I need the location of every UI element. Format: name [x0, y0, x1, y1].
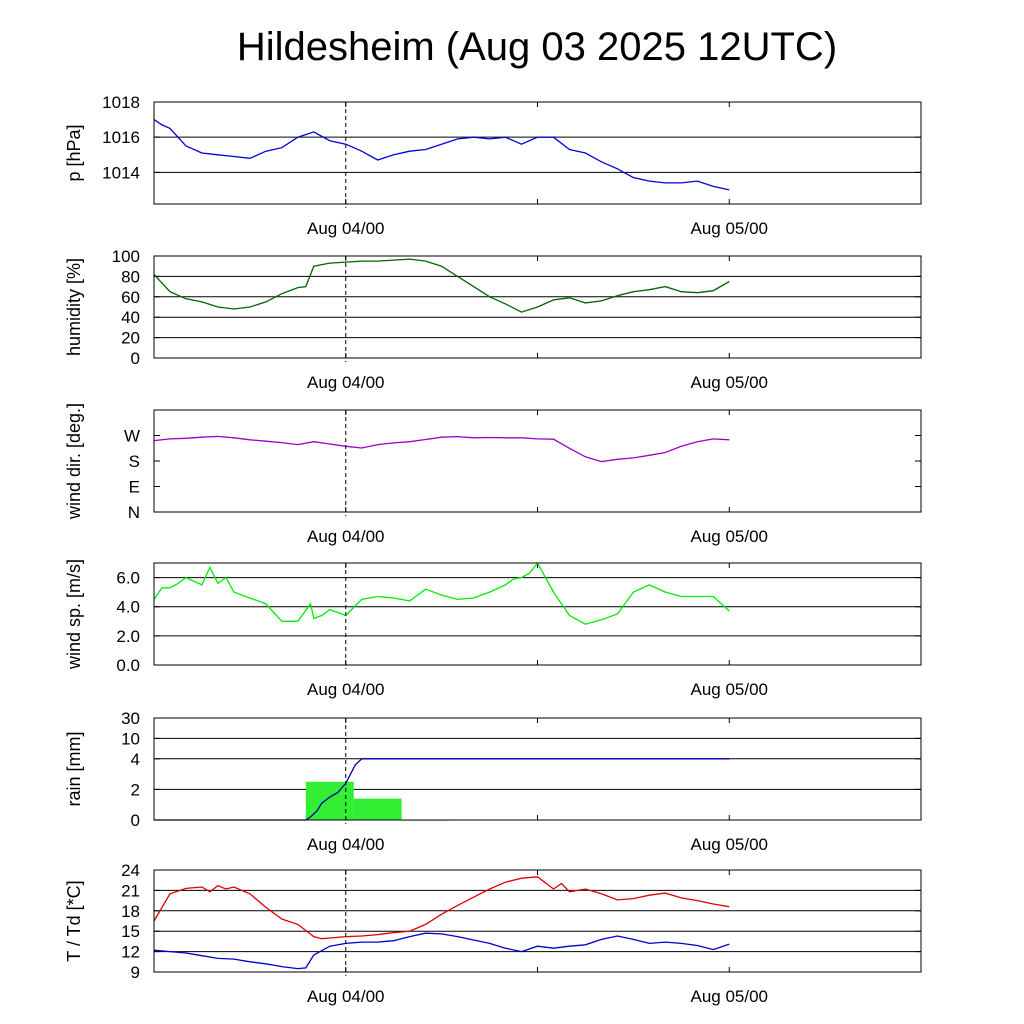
x-tick-label: Aug 04/00: [307, 987, 385, 1006]
y-tick-label: S: [129, 452, 140, 471]
chart-title: Hildesheim (Aug 03 2025 12UTC): [237, 25, 837, 69]
x-tick-label: Aug 05/00: [690, 835, 768, 854]
series-line-wind_speed: [153, 561, 730, 625]
y-tick-label: 18: [121, 902, 140, 921]
y-tick-label: 1016: [102, 128, 140, 147]
y-tick-label: 9: [131, 963, 140, 982]
y-tick-label: 100: [112, 247, 140, 266]
y-tick-label: 0: [131, 811, 140, 830]
y-tick-label: 2.0: [116, 627, 140, 646]
panel-4: 6.0 4.0 2.0 0.0 Aug 04/00 Aug 05/00 wind sp. […: [64, 559, 922, 699]
y-tick-label: 4: [131, 750, 140, 769]
y-tick-label: 20: [121, 329, 140, 348]
x-tick-label: Aug 05/00: [690, 219, 768, 238]
y-tick-label: 6.0: [116, 569, 140, 588]
plot-frame: [153, 255, 922, 359]
x-tick-label: Aug 04/00: [307, 680, 385, 699]
series-line-temperature: [153, 876, 730, 940]
y-axis-label: rain [mm]: [64, 731, 84, 806]
x-tick-label: Aug 04/00: [307, 527, 385, 546]
y-tick-label: 21: [121, 881, 140, 900]
y-axis-label: wind dir. [deg.]: [64, 403, 84, 520]
y-tick-label: 2: [131, 780, 140, 799]
series-line-rain_line: [154, 758, 730, 821]
plot-frame: [153, 717, 922, 821]
plot-frame: [153, 409, 922, 513]
y-tick-label: 40: [121, 308, 140, 327]
series-line-dewpoint: [153, 932, 730, 970]
y-tick-label: 60: [121, 288, 140, 307]
plot-frame: [153, 869, 922, 973]
y-tick-label: 10: [121, 729, 140, 748]
y-axis-label: humidity [%]: [64, 258, 84, 356]
series-line-humidity: [153, 258, 730, 313]
plot-frame: [153, 562, 922, 666]
y-tick-label: 0: [131, 349, 140, 368]
y-tick-label: 4.0: [116, 598, 140, 617]
series-line-pressure: [153, 119, 730, 191]
x-tick-label: Aug 04/00: [307, 219, 385, 238]
y-tick-label: N: [128, 503, 140, 522]
x-tick-label: Aug 05/00: [690, 987, 768, 1006]
rain-bar: [353, 798, 402, 820]
y-tick-label: 80: [121, 267, 140, 286]
y-tick-label: 1014: [102, 163, 140, 182]
x-tick-label: Aug 05/00: [690, 373, 768, 392]
x-tick-label: Aug 05/00: [690, 527, 768, 546]
y-tick-label: 30: [121, 709, 140, 728]
x-tick-label: Aug 04/00: [307, 373, 385, 392]
y-axis-label: wind sp. [m/s]: [64, 559, 84, 670]
x-tick-label: Aug 05/00: [690, 680, 768, 699]
plot-frame: [153, 101, 922, 205]
y-tick-label: W: [124, 427, 140, 446]
y-tick-label: 1018: [102, 93, 140, 112]
y-axis-label: p [hPa]: [64, 124, 84, 181]
y-axis-label: T / Td [*C]: [64, 880, 84, 961]
y-tick-label: 0.0: [116, 656, 140, 675]
y-tick-label: E: [129, 478, 140, 497]
series-line-wind_dir: [153, 435, 730, 463]
y-tick-label: 15: [121, 922, 140, 941]
x-tick-label: Aug 04/00: [307, 835, 385, 854]
panel-1: 1018 1016 1014 Aug 04/00 Aug 05/00 p [hPa]: [64, 93, 922, 238]
y-tick-label: 24: [121, 861, 140, 880]
y-tick-label: 12: [121, 943, 140, 962]
